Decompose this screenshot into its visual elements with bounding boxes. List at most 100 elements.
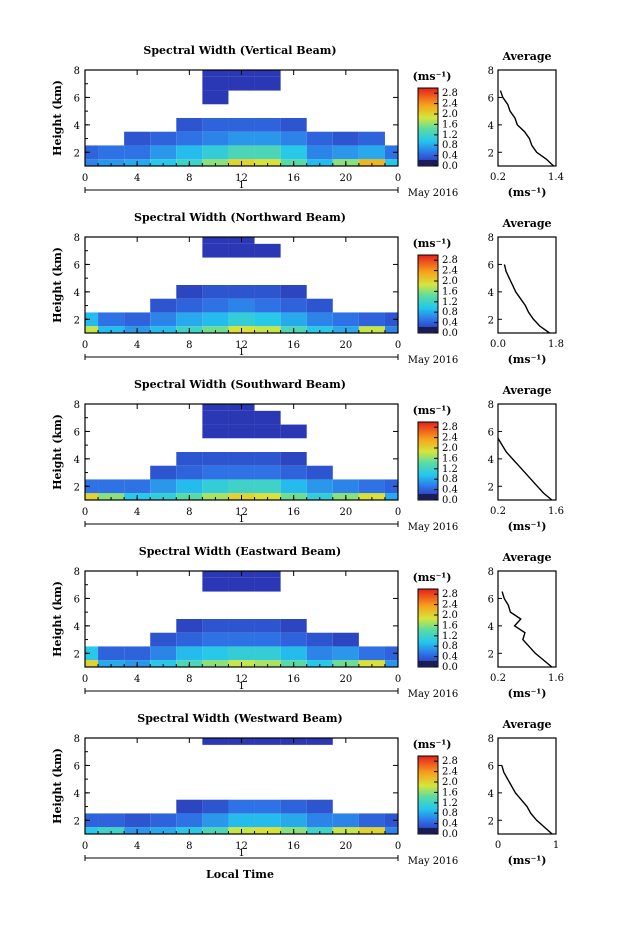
heatmap-cell <box>254 131 281 146</box>
heatmap-cell <box>202 410 229 425</box>
colorbar-unit: (ms⁻¹) <box>413 404 452 417</box>
average-profile-line <box>501 765 553 835</box>
heatmap-cell <box>176 298 203 313</box>
heatmap-cell <box>202 632 229 647</box>
heatmap-cell <box>202 813 229 828</box>
x-tick-label: 12 <box>235 340 248 351</box>
colorbar-tick-label: 0.4 <box>442 652 458 663</box>
heatmap-cell <box>358 827 385 834</box>
average-y-tick-label: 4 <box>488 288 494 299</box>
heatmap-cell <box>202 131 229 146</box>
heatmap-cell <box>228 76 255 91</box>
average-y-tick-label: 6 <box>488 260 494 271</box>
heatmap-cell <box>202 70 229 77</box>
colorbar-tick-label: 1.2 <box>442 464 458 475</box>
x-tick-label: 4 <box>134 507 140 518</box>
heatmap-cell <box>150 145 177 160</box>
x-tick-label: 0 <box>395 841 401 852</box>
heatmap-cell <box>176 646 203 661</box>
x-tick-label: 0 <box>82 507 88 518</box>
heatmap-cell <box>228 619 255 633</box>
heatmap-cell <box>150 632 177 647</box>
colorbar <box>417 421 439 501</box>
heatmap-cell <box>254 619 281 633</box>
x-tick-label: 20 <box>339 674 352 685</box>
heatmap-cell <box>254 660 281 667</box>
average-y-tick-label: 8 <box>488 400 494 411</box>
x-tick-label: 4 <box>134 841 140 852</box>
heatmap-cell <box>202 799 229 814</box>
y-axis-label: Height (km) <box>51 80 64 156</box>
heatmap-cell <box>202 243 229 258</box>
average-title: Average <box>501 718 551 731</box>
heatmap-cell <box>202 145 229 160</box>
heatmap-cell <box>228 465 255 480</box>
heatmap-cell <box>176 118 203 132</box>
heatmap-cell <box>228 410 255 425</box>
x-tick-label: 12 <box>235 841 248 852</box>
colorbar <box>417 254 439 334</box>
average-frame <box>497 236 557 334</box>
heatmap-cell <box>98 493 125 500</box>
x-tick-label: 16 <box>287 340 300 351</box>
colorbar-tick-label: 0.4 <box>442 485 458 496</box>
heatmap-cell <box>228 632 255 647</box>
x-tick-label: 0 <box>395 173 401 184</box>
heatmap-cell <box>358 813 385 828</box>
heatmap-cell <box>124 813 151 828</box>
x-tick-label: 8 <box>186 340 192 351</box>
y-tick-label: 6 <box>74 427 80 438</box>
heatmap-cell <box>98 326 125 333</box>
heatmap-cell <box>254 326 281 333</box>
heatmap-cell <box>358 493 385 500</box>
heatmap-cell <box>228 646 255 661</box>
colorbar-unit: (ms⁻¹) <box>413 738 452 751</box>
heatmap-cell <box>202 237 229 244</box>
average-y-tick-label: 4 <box>488 789 494 800</box>
colorbar-tick-label: 2.4 <box>442 266 458 277</box>
y-tick-label: 2 <box>74 482 80 493</box>
heatmap-cell <box>202 738 229 745</box>
heatmap-cell <box>176 799 203 814</box>
colorbar-tick-label: 0.0 <box>442 328 458 339</box>
heatmap-cell <box>176 619 203 633</box>
heatmap-cell <box>98 660 125 667</box>
y-tick-label: 4 <box>74 288 80 299</box>
x-tick-label: 20 <box>339 173 352 184</box>
y-tick-label: 6 <box>74 93 80 104</box>
panel-title: Spectral Width (Vertical Beam) <box>143 44 336 57</box>
heatmap-cell <box>306 646 333 661</box>
average-x-tick-label: 1 <box>553 840 559 851</box>
heatmap-cell <box>254 799 281 814</box>
heatmap-cell <box>202 577 229 592</box>
heatmap-cell <box>254 410 281 425</box>
heatmap-cell <box>254 70 281 77</box>
heatmap-cell <box>358 660 385 667</box>
date-label: May 2016 <box>408 188 458 199</box>
colorbar-tick-label: 2.8 <box>442 589 458 600</box>
average-title: Average <box>501 551 551 564</box>
heatmap-cell <box>176 131 203 146</box>
day-marker: 1 <box>238 848 244 859</box>
panel-title: Spectral Width (Northward Beam) <box>134 211 346 224</box>
y-axis-label: Height (km) <box>51 247 64 323</box>
colorbar-bottom-band <box>418 828 438 834</box>
heatmap-cell <box>228 577 255 592</box>
heatmap-cell <box>150 326 177 333</box>
heatmap-cell <box>228 424 255 439</box>
y-axis-label: Height (km) <box>51 414 64 490</box>
y-tick-label: 2 <box>74 816 80 827</box>
y-tick-label: 8 <box>74 734 80 745</box>
heatmap-cell <box>358 479 385 494</box>
average-y-tick-label: 4 <box>488 622 494 633</box>
heatmap-cell <box>98 145 125 160</box>
heatmap-cell <box>358 312 385 327</box>
heatmap-cell <box>254 571 281 578</box>
heatmap-cell <box>332 145 359 160</box>
colorbar-tick-label: 0.8 <box>442 808 458 819</box>
y-tick-label: 8 <box>74 567 80 578</box>
heatmap-cell <box>306 298 333 313</box>
heatmap-cell <box>228 452 255 466</box>
